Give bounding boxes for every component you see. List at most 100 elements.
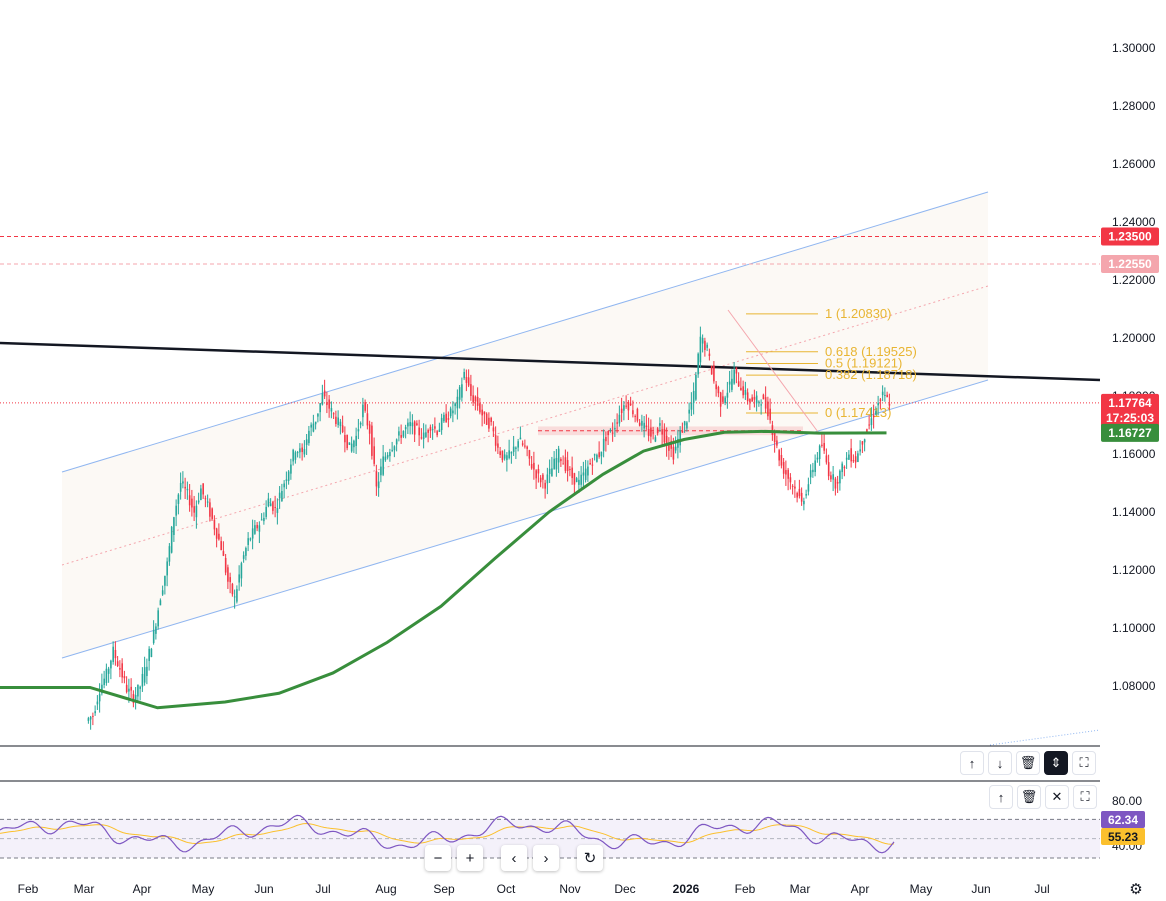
candle (571, 456, 573, 485)
maximize-icon[interactable]: ⛶ (1072, 751, 1096, 775)
candle (350, 436, 353, 453)
main-price-pane[interactable]: 1 (1.20830)0.618 (1.19525)0.5 (1.19121)0… (0, 191, 1101, 746)
candle (206, 494, 209, 508)
channel-lower-line (61, 379, 989, 659)
candle (474, 395, 477, 411)
candle (686, 421, 688, 432)
candle (368, 420, 371, 445)
candle (402, 430, 405, 439)
settings-gear-icon[interactable]: ⚙ (1129, 881, 1143, 898)
price-badge-bg (1101, 227, 1159, 246)
candle (366, 404, 369, 430)
candle (155, 623, 157, 640)
time-tick-label: Apr (133, 882, 152, 896)
candle (321, 384, 324, 406)
candle (413, 420, 416, 442)
expand-icon[interactable]: ✕ (1045, 785, 1069, 809)
candle (314, 421, 317, 430)
time-axis[interactable]: Feb Mar Apr May Jun Jul Aug Sep Oct Nov Dec 2026 Feb… (18, 882, 1050, 896)
candle (319, 402, 321, 422)
candle (713, 361, 715, 384)
price-badge-label: 1.23500 (1108, 230, 1152, 244)
candle (454, 402, 456, 415)
scroll-left-icon[interactable]: ‹ (501, 845, 527, 871)
candle (643, 415, 645, 438)
candle (587, 460, 589, 482)
collapse-icon[interactable]: ⇕ (1044, 751, 1068, 775)
candle (616, 413, 618, 433)
candle (150, 647, 153, 658)
candle (519, 426, 522, 440)
candle (328, 395, 330, 418)
candle (143, 656, 146, 686)
candle (704, 337, 706, 357)
price-axis[interactable]: 1.30000 1.28000 1.26000 1.24000 1.22000 1.200… (1112, 41, 1156, 693)
arrow-down-icon[interactable]: ↓ (988, 751, 1012, 775)
candle (416, 420, 418, 426)
candle (341, 415, 344, 434)
candle (215, 527, 218, 548)
candle (823, 432, 825, 454)
candle (872, 404, 875, 429)
candle (670, 435, 672, 458)
moving-average-line (0, 429, 887, 710)
candle (512, 435, 515, 456)
candle (848, 450, 850, 460)
candle (641, 414, 643, 432)
candle (449, 406, 452, 419)
navigation-controls: − + ‹ › ↻ (425, 845, 603, 871)
candle (755, 391, 758, 412)
time-tick-label: Jun (971, 882, 990, 896)
price-badge-label: 1.17764 (1108, 396, 1152, 410)
candle (852, 454, 855, 463)
candle (119, 660, 121, 678)
candle (148, 646, 150, 671)
arrow-up-icon[interactable]: ↑ (989, 785, 1013, 809)
arrow-up-icon[interactable]: ↑ (960, 751, 984, 775)
candle (805, 489, 807, 499)
candle (427, 428, 429, 443)
candle (843, 465, 846, 477)
zoom-out-icon[interactable]: − (425, 845, 451, 871)
scroll-right-icon[interactable]: › (533, 845, 559, 871)
candle (420, 428, 423, 440)
candle (886, 391, 888, 398)
time-tick-label: Mar (790, 882, 811, 896)
time-tick-label: Dec (614, 882, 635, 896)
candle (186, 481, 189, 500)
candle (323, 379, 326, 400)
candle (715, 380, 717, 397)
candle (400, 424, 402, 444)
candle (438, 422, 441, 433)
candle (465, 369, 468, 392)
time-tick-label: Apr (851, 882, 870, 896)
candle (476, 387, 479, 411)
candle (524, 439, 526, 449)
maximize-icon[interactable]: ⛶ (1073, 785, 1097, 809)
candle (296, 450, 299, 458)
candle (195, 500, 198, 529)
candle (411, 414, 414, 435)
candle (130, 678, 132, 698)
candle (245, 546, 247, 561)
candle (652, 426, 654, 440)
candle (632, 400, 634, 418)
time-tick-label: Feb (18, 882, 39, 896)
reset-icon[interactable]: ↻ (577, 845, 603, 871)
main-pane-toolbar: ↑ ↓ 🗑 ⇕ ⛶ (960, 751, 1096, 775)
price-tick-label: 1.20000 (1112, 331, 1156, 345)
trendline-black (0, 341, 1101, 382)
rsi-ma-line (0, 822, 895, 845)
trash-icon[interactable]: 🗑 (1016, 751, 1040, 775)
zoom-in-icon[interactable]: + (457, 845, 483, 871)
candle (535, 469, 537, 490)
candle (877, 395, 879, 416)
candle (879, 397, 882, 410)
candle (161, 585, 164, 596)
trash-icon[interactable]: 🗑 (1017, 785, 1041, 809)
candle (760, 399, 762, 415)
candle (742, 380, 744, 399)
candle (814, 454, 816, 477)
candle (373, 437, 375, 467)
